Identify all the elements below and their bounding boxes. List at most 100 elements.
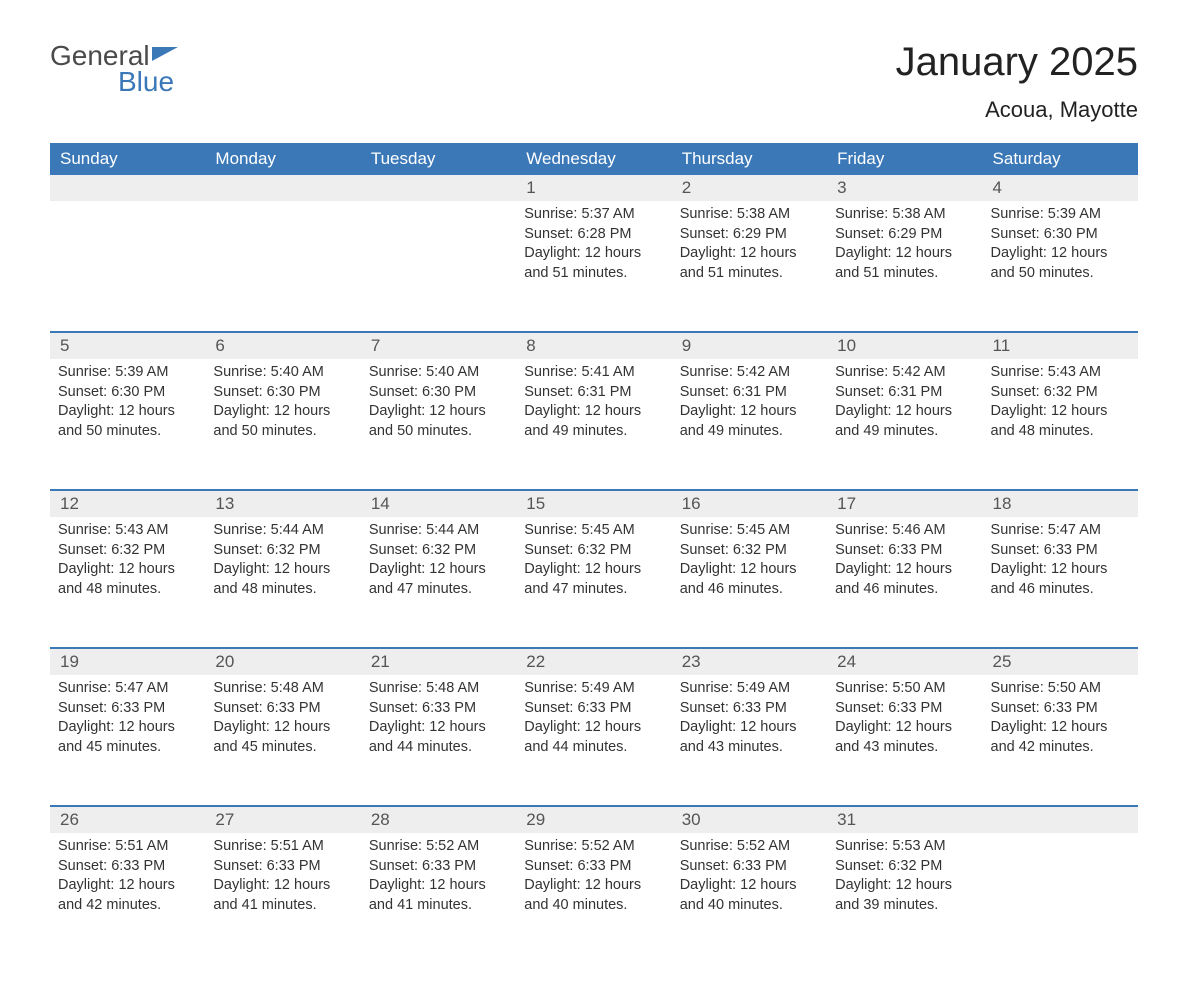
day-header: Friday	[827, 143, 982, 175]
day-sunrise-line: Sunrise: 5:43 AM	[991, 363, 1130, 383]
day-sunrise-line: Sunrise: 5:40 AM	[369, 363, 508, 383]
day-number: 31	[827, 807, 982, 833]
day-cell: Sunrise: 5:38 AMSunset: 6:29 PMDaylight:…	[827, 201, 982, 331]
day-cell-body: Sunrise: 5:42 AMSunset: 6:31 PMDaylight:…	[827, 359, 982, 451]
day-number: 4	[983, 175, 1138, 201]
day-number: 15	[516, 491, 671, 517]
day-cell-body: Sunrise: 5:48 AMSunset: 6:33 PMDaylight:…	[205, 675, 360, 767]
day-cell: Sunrise: 5:40 AMSunset: 6:30 PMDaylight:…	[361, 359, 516, 489]
day-number: 10	[827, 333, 982, 359]
day-day2-line: and 47 minutes.	[524, 580, 663, 600]
day-number: 14	[361, 491, 516, 517]
logo-text-blue: Blue	[118, 66, 174, 98]
day-sunrise-line: Sunrise: 5:43 AM	[58, 521, 197, 541]
day-sunrise-line: Sunrise: 5:45 AM	[524, 521, 663, 541]
day-day1-line: Daylight: 12 hours	[680, 876, 819, 896]
day-number: 6	[205, 333, 360, 359]
day-number: 24	[827, 649, 982, 675]
day-day2-line: and 49 minutes.	[835, 422, 974, 442]
day-day2-line: and 42 minutes.	[58, 896, 197, 916]
day-cell-body: Sunrise: 5:37 AMSunset: 6:28 PMDaylight:…	[516, 201, 671, 293]
day-cell: Sunrise: 5:44 AMSunset: 6:32 PMDaylight:…	[205, 517, 360, 647]
day-cell: Sunrise: 5:38 AMSunset: 6:29 PMDaylight:…	[672, 201, 827, 331]
day-cell-body: Sunrise: 5:40 AMSunset: 6:30 PMDaylight:…	[361, 359, 516, 451]
day-sunrise-line: Sunrise: 5:41 AM	[524, 363, 663, 383]
day-header: Tuesday	[361, 143, 516, 175]
weeks-container: 1234Sunrise: 5:37 AMSunset: 6:28 PMDayli…	[50, 175, 1138, 963]
day-cell-body: Sunrise: 5:51 AMSunset: 6:33 PMDaylight:…	[50, 833, 205, 925]
day-sunset-line: Sunset: 6:31 PM	[524, 383, 663, 403]
day-number-strip: 12131415161718	[50, 489, 1138, 517]
day-number: 16	[672, 491, 827, 517]
day-number: 26	[50, 807, 205, 833]
day-sunrise-line: Sunrise: 5:52 AM	[369, 837, 508, 857]
day-cell-body: Sunrise: 5:52 AMSunset: 6:33 PMDaylight:…	[361, 833, 516, 925]
day-cell-body: Sunrise: 5:40 AMSunset: 6:30 PMDaylight:…	[205, 359, 360, 451]
day-day2-line: and 48 minutes.	[991, 422, 1130, 442]
day-sunrise-line: Sunrise: 5:52 AM	[524, 837, 663, 857]
day-cell-body: Sunrise: 5:38 AMSunset: 6:29 PMDaylight:…	[672, 201, 827, 293]
day-sunset-line: Sunset: 6:33 PM	[213, 857, 352, 877]
day-header: Thursday	[672, 143, 827, 175]
day-sunrise-line: Sunrise: 5:53 AM	[835, 837, 974, 857]
day-number: 20	[205, 649, 360, 675]
day-sunset-line: Sunset: 6:28 PM	[524, 225, 663, 245]
day-cell: Sunrise: 5:41 AMSunset: 6:31 PMDaylight:…	[516, 359, 671, 489]
day-sunset-line: Sunset: 6:32 PM	[213, 541, 352, 561]
day-header: Saturday	[983, 143, 1138, 175]
day-cell-body: Sunrise: 5:46 AMSunset: 6:33 PMDaylight:…	[827, 517, 982, 609]
day-cell-body: Sunrise: 5:43 AMSunset: 6:32 PMDaylight:…	[983, 359, 1138, 451]
day-sunset-line: Sunset: 6:32 PM	[835, 857, 974, 877]
week-row: Sunrise: 5:51 AMSunset: 6:33 PMDaylight:…	[50, 833, 1138, 963]
calendar: Sunday Monday Tuesday Wednesday Thursday…	[50, 143, 1138, 963]
day-number: 29	[516, 807, 671, 833]
day-sunset-line: Sunset: 6:33 PM	[369, 857, 508, 877]
day-sunset-line: Sunset: 6:33 PM	[991, 541, 1130, 561]
day-sunrise-line: Sunrise: 5:39 AM	[58, 363, 197, 383]
day-day1-line: Daylight: 12 hours	[835, 560, 974, 580]
day-day1-line: Daylight: 12 hours	[524, 876, 663, 896]
day-cell-body: Sunrise: 5:42 AMSunset: 6:31 PMDaylight:…	[672, 359, 827, 451]
day-number: 8	[516, 333, 671, 359]
day-sunrise-line: Sunrise: 5:44 AM	[369, 521, 508, 541]
day-day1-line: Daylight: 12 hours	[835, 402, 974, 422]
day-cell: Sunrise: 5:50 AMSunset: 6:33 PMDaylight:…	[827, 675, 982, 805]
day-day1-line: Daylight: 12 hours	[835, 244, 974, 264]
day-day2-line: and 50 minutes.	[369, 422, 508, 442]
day-cell-body: Sunrise: 5:52 AMSunset: 6:33 PMDaylight:…	[672, 833, 827, 925]
day-day2-line: and 40 minutes.	[680, 896, 819, 916]
day-cell: Sunrise: 5:53 AMSunset: 6:32 PMDaylight:…	[827, 833, 982, 963]
day-cell-body	[983, 833, 1138, 847]
day-cell-body: Sunrise: 5:49 AMSunset: 6:33 PMDaylight:…	[672, 675, 827, 767]
day-cell: Sunrise: 5:48 AMSunset: 6:33 PMDaylight:…	[361, 675, 516, 805]
day-cell	[205, 201, 360, 331]
day-sunset-line: Sunset: 6:32 PM	[680, 541, 819, 561]
day-cell-body: Sunrise: 5:39 AMSunset: 6:30 PMDaylight:…	[983, 201, 1138, 293]
day-day2-line: and 50 minutes.	[991, 264, 1130, 284]
day-number: 27	[205, 807, 360, 833]
day-number: 2	[672, 175, 827, 201]
day-day1-line: Daylight: 12 hours	[213, 876, 352, 896]
day-cell: Sunrise: 5:51 AMSunset: 6:33 PMDaylight:…	[205, 833, 360, 963]
day-number: 5	[50, 333, 205, 359]
day-day1-line: Daylight: 12 hours	[835, 876, 974, 896]
day-sunset-line: Sunset: 6:33 PM	[680, 857, 819, 877]
day-day2-line: and 51 minutes.	[680, 264, 819, 284]
day-day2-line: and 48 minutes.	[58, 580, 197, 600]
day-day1-line: Daylight: 12 hours	[680, 402, 819, 422]
day-day1-line: Daylight: 12 hours	[524, 402, 663, 422]
day-cell-body	[361, 201, 516, 215]
day-sunrise-line: Sunrise: 5:44 AM	[213, 521, 352, 541]
day-sunset-line: Sunset: 6:33 PM	[524, 699, 663, 719]
day-day1-line: Daylight: 12 hours	[369, 876, 508, 896]
day-sunrise-line: Sunrise: 5:38 AM	[835, 205, 974, 225]
day-header-row: Sunday Monday Tuesday Wednesday Thursday…	[50, 143, 1138, 175]
day-header: Monday	[205, 143, 360, 175]
day-sunset-line: Sunset: 6:30 PM	[369, 383, 508, 403]
day-cell	[50, 201, 205, 331]
day-cell: Sunrise: 5:47 AMSunset: 6:33 PMDaylight:…	[983, 517, 1138, 647]
day-cell: Sunrise: 5:48 AMSunset: 6:33 PMDaylight:…	[205, 675, 360, 805]
day-cell: Sunrise: 5:45 AMSunset: 6:32 PMDaylight:…	[672, 517, 827, 647]
day-cell-body: Sunrise: 5:44 AMSunset: 6:32 PMDaylight:…	[205, 517, 360, 609]
day-sunrise-line: Sunrise: 5:50 AM	[835, 679, 974, 699]
